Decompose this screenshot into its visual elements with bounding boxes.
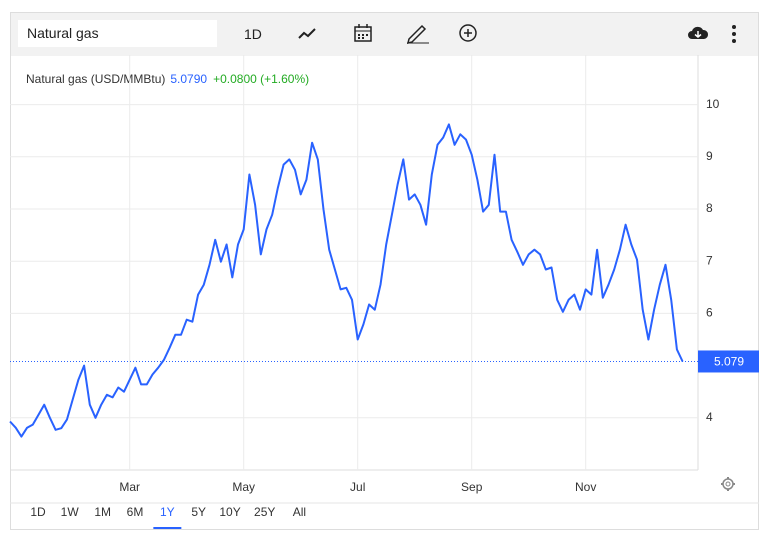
price-tag-box	[698, 350, 759, 373]
y-tick-label: 8	[706, 201, 713, 215]
y-tick-label: 6	[706, 306, 713, 320]
price-line	[9, 123, 684, 438]
draw-icon[interactable]	[405, 22, 431, 44]
range-button[interactable]: 1M	[94, 505, 111, 519]
last-price: 5.0790	[170, 72, 207, 86]
y-tick-label: 10	[706, 97, 720, 111]
chart-title: Natural gas (USD/MMBtu)	[26, 72, 165, 86]
x-tick-label: Jul	[350, 480, 365, 494]
range-button[interactable]: 1Y	[160, 505, 175, 519]
price-change: +0.0800 (+1.60%)	[213, 72, 309, 86]
range-button[interactable]: 5Y	[191, 505, 206, 519]
range-button[interactable]: 25Y	[254, 505, 275, 519]
range-button[interactable]: 1D	[30, 505, 46, 519]
search-input[interactable]: Natural gas	[18, 20, 217, 47]
range-button[interactable]: 1W	[61, 505, 80, 519]
add-icon[interactable]	[458, 23, 478, 43]
menu-icon[interactable]	[729, 24, 739, 44]
x-tick-label: May	[232, 480, 255, 494]
range-button[interactable]: 10Y	[219, 505, 240, 519]
y-tick-label: 4	[706, 410, 713, 424]
x-tick-label: Sep	[461, 480, 483, 494]
y-tick-label: 9	[706, 149, 713, 163]
calendar-icon[interactable]	[353, 23, 373, 43]
x-tick-label: Nov	[575, 480, 596, 494]
range-button[interactable]: 6M	[127, 505, 144, 519]
range-selected	[153, 527, 182, 529]
interval-button[interactable]: 1D	[244, 26, 262, 42]
x-tick-label: Mar	[119, 480, 140, 494]
settings-icon[interactable]	[721, 477, 735, 491]
toolbar: Natural gas 1D	[11, 13, 758, 56]
download-icon[interactable]	[687, 24, 709, 42]
y-tick-label: 7	[706, 253, 713, 267]
range-button[interactable]: All	[293, 505, 306, 519]
widget: Natural gas 1D	[10, 12, 759, 530]
price-tag: 5.079	[714, 355, 744, 369]
line-icon[interactable]	[297, 26, 319, 42]
